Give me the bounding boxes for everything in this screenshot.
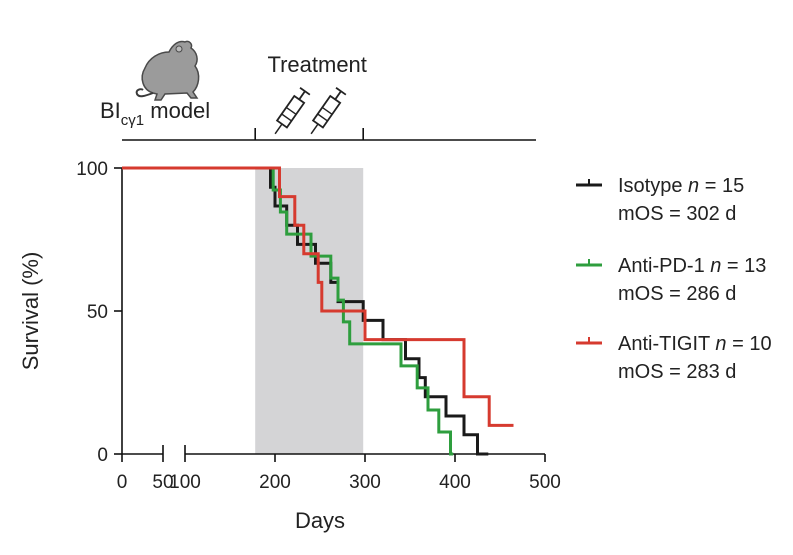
y-tick-label: 100	[76, 159, 108, 180]
syringe-icon	[310, 87, 347, 135]
x-tick-label: 400	[439, 472, 471, 493]
x-tick-label: 100	[169, 472, 201, 493]
timeline: Treatment BIcγ1 model	[100, 40, 536, 141]
x-tick-label: 0	[117, 472, 128, 493]
y-tick-label: 0	[97, 445, 108, 466]
legend-mos-anti-pd-1: mOS = 286 d	[618, 283, 736, 305]
legend-mos-isotype: mOS = 302 d	[618, 203, 736, 225]
x-tick-label: 200	[259, 472, 291, 493]
legend-label-isotype: Isotype n = 15	[618, 175, 744, 197]
legend: Isotype n = 15 mOS = 302 d Anti-PD-1 n = 1…	[576, 175, 772, 383]
x-axis-title: Days	[295, 508, 345, 533]
series-line-anti-tigit	[122, 166, 514, 427]
x-tick-label: 300	[349, 472, 381, 493]
legend-mos-anti-tigit: mOS = 283 d	[618, 361, 736, 383]
legend-label-anti-pd-1: Anti-PD-1 n = 13	[618, 255, 766, 277]
x-tick-label: 50	[152, 472, 173, 493]
model-label: BIcγ1 model	[100, 98, 210, 129]
y-tick-label: 50	[87, 302, 108, 323]
mouse-icon	[135, 40, 200, 101]
x-tick-label: 500	[529, 472, 561, 493]
series-group	[122, 166, 514, 456]
treatment-label: Treatment	[267, 52, 366, 77]
y-axis-title: Survival (%)	[18, 252, 43, 371]
syringe-icon	[274, 87, 311, 135]
legend-label-anti-tigit: Anti-TIGIT n = 10	[618, 333, 772, 355]
